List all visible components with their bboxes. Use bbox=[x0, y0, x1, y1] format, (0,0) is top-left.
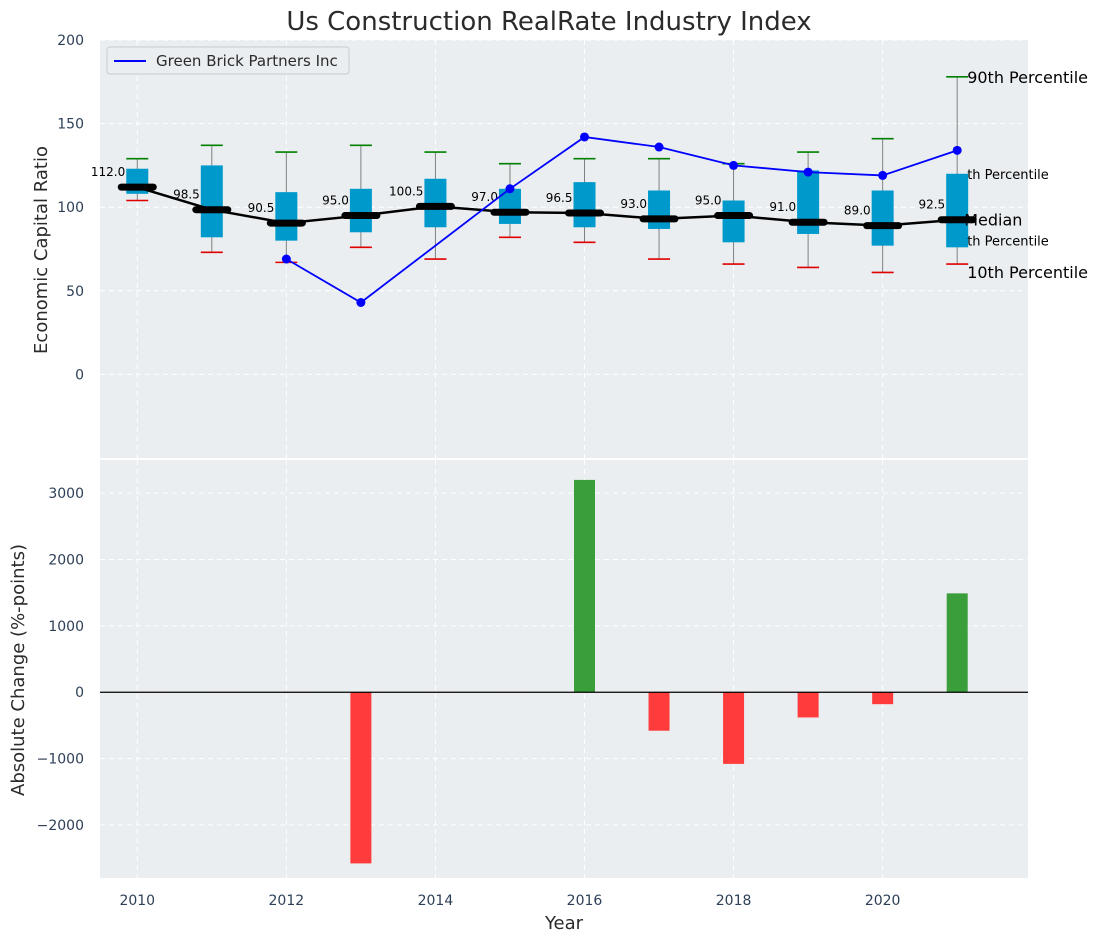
x-axis-label: Year bbox=[544, 913, 584, 934]
median-value-label: 98.5 bbox=[173, 188, 200, 202]
annotation-p90: 90th Percentile bbox=[967, 68, 1088, 87]
company-point bbox=[878, 170, 888, 180]
top-y-tick-label: 50 bbox=[66, 284, 84, 300]
negative-change-bar bbox=[797, 692, 819, 718]
company-point bbox=[654, 142, 664, 152]
bottom-y-tick-label: 3000 bbox=[48, 486, 84, 502]
annotation-p10: 10th Percentile bbox=[967, 263, 1088, 282]
iqr-box bbox=[722, 200, 745, 243]
company-point bbox=[952, 145, 962, 155]
iqr-box bbox=[797, 170, 820, 234]
iqr-box bbox=[871, 190, 894, 246]
x-tick-label: 2014 bbox=[418, 893, 454, 909]
iqr-box bbox=[648, 190, 671, 229]
annotation-q1: th Percentile bbox=[967, 234, 1049, 249]
top-y-tick-label: 150 bbox=[57, 117, 84, 133]
top-y-tick-label: 200 bbox=[57, 33, 84, 49]
bottom-y-axis-label: Absolute Change (%-points) bbox=[8, 544, 29, 796]
legend: Green Brick Partners Inc bbox=[106, 46, 350, 75]
positive-change-bar bbox=[946, 593, 968, 693]
median-value-label: 96.5 bbox=[546, 191, 573, 205]
top-y-tick-label: 0 bbox=[75, 367, 84, 383]
bottom-y-tick-labels: −2000 −1000 0 1000 2000 3000 bbox=[37, 486, 84, 834]
company-point bbox=[729, 160, 739, 170]
top-y-axis-label: Economic Capital Ratio bbox=[31, 146, 52, 354]
company-point bbox=[356, 298, 366, 308]
bottom-panel-background bbox=[100, 460, 1028, 878]
top-panel-plot: 112.0 98.5 90.5 95.0 100.5 97.0 96.5 93.0 95.0 91… bbox=[91, 68, 1088, 308]
positive-change-bar bbox=[573, 479, 595, 693]
company-point bbox=[281, 254, 291, 264]
median-value-label: 91.0 bbox=[769, 200, 796, 214]
legend-frame bbox=[106, 46, 350, 75]
annotation-median: Median bbox=[964, 211, 1022, 230]
x-tick-label: 2010 bbox=[119, 893, 155, 909]
legend-entry-green-brick: Green Brick Partners Inc bbox=[156, 52, 338, 70]
median-value-label: 92.5 bbox=[918, 198, 945, 212]
negative-change-bar bbox=[723, 692, 745, 764]
median-value-label: 100.5 bbox=[389, 184, 423, 198]
x-tick-label: 2016 bbox=[567, 893, 603, 909]
x-tick-labels: 2010 2012 2014 2016 2018 2020 bbox=[119, 893, 900, 909]
median-value-label: 90.5 bbox=[248, 201, 275, 215]
iqr-box bbox=[349, 188, 372, 233]
iqr-box bbox=[200, 165, 223, 238]
annotation-q3: th Percentile bbox=[967, 168, 1049, 183]
bottom-y-tick-label: 0 bbox=[75, 685, 84, 701]
bottom-y-tick-label: 2000 bbox=[48, 553, 84, 569]
negative-change-bar bbox=[648, 692, 670, 731]
bottom-y-tick-label: −1000 bbox=[37, 752, 84, 768]
company-point bbox=[803, 167, 813, 177]
median-value-label: 89.0 bbox=[844, 204, 871, 218]
company-point bbox=[579, 132, 589, 142]
negative-change-bar bbox=[872, 692, 894, 705]
iqr-box bbox=[573, 182, 596, 228]
bottom-y-tick-label: −2000 bbox=[37, 818, 84, 834]
bottom-panel-plot bbox=[100, 479, 1028, 864]
iqr-box bbox=[946, 173, 969, 248]
median-value-label: 95.0 bbox=[695, 194, 722, 208]
top-y-tick-labels: 0 50 100 150 200 bbox=[57, 33, 84, 383]
top-panel-background bbox=[100, 40, 1028, 458]
negative-change-bar bbox=[350, 692, 372, 864]
bottom-panel-grid bbox=[100, 460, 1028, 878]
median-value-label: 95.0 bbox=[322, 194, 349, 208]
bottom-y-tick-label: 1000 bbox=[48, 619, 84, 635]
top-y-tick-label: 100 bbox=[57, 200, 84, 216]
x-tick-label: 2020 bbox=[865, 893, 901, 909]
chart-title: Us Construction RealRate Industry Index bbox=[286, 7, 811, 37]
median-value-label: 93.0 bbox=[620, 197, 647, 211]
median-value-label: 112.0 bbox=[91, 165, 125, 179]
iqr-box bbox=[275, 192, 298, 241]
x-tick-label: 2012 bbox=[269, 893, 305, 909]
median-value-label: 97.0 bbox=[471, 190, 498, 204]
x-tick-label: 2018 bbox=[716, 893, 752, 909]
company-point bbox=[505, 184, 515, 194]
